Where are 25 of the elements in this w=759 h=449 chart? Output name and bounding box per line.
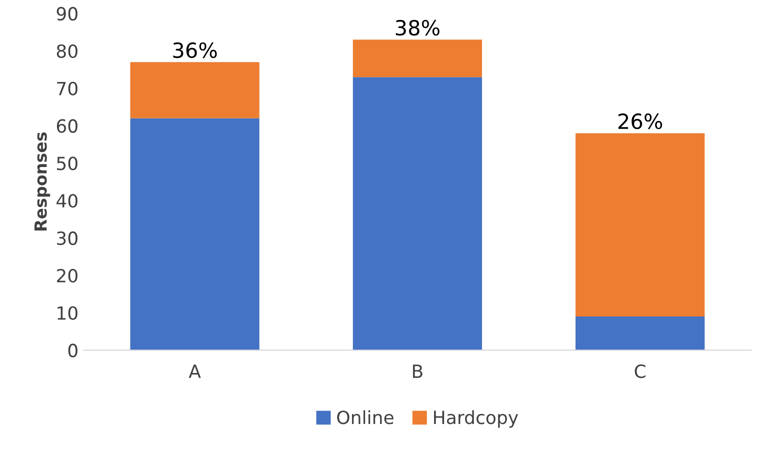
y-tick-label: 70 xyxy=(57,82,78,96)
y-tick-label: 60 xyxy=(56,119,78,133)
legend-label: Online xyxy=(337,410,394,424)
y-axis-title: Responses xyxy=(34,132,50,231)
y-tick-label: 10 xyxy=(58,306,78,320)
bar xyxy=(352,77,482,350)
y-tick-label: 40 xyxy=(56,194,78,208)
y-tick-label: 20 xyxy=(56,268,78,283)
y-tick-label: 50 xyxy=(57,156,78,170)
x-tick-label: C xyxy=(634,364,646,378)
x-tick-label: A xyxy=(188,364,201,378)
y-tick-label: 90 xyxy=(56,6,78,21)
y-tick-label: 80 xyxy=(56,44,78,58)
legend-label: Hardcopy xyxy=(434,410,518,428)
x-tick-label: B xyxy=(413,364,422,378)
bar xyxy=(576,133,705,317)
y-tick-label: 30 xyxy=(57,231,78,246)
y-tick-label: 0 xyxy=(68,344,78,358)
bar xyxy=(576,316,705,350)
annotation: 36% xyxy=(173,42,217,58)
annotation: 38% xyxy=(396,20,440,36)
annotation: 26% xyxy=(618,113,662,130)
bar xyxy=(130,62,260,118)
bar xyxy=(130,118,260,350)
bar xyxy=(352,40,482,78)
